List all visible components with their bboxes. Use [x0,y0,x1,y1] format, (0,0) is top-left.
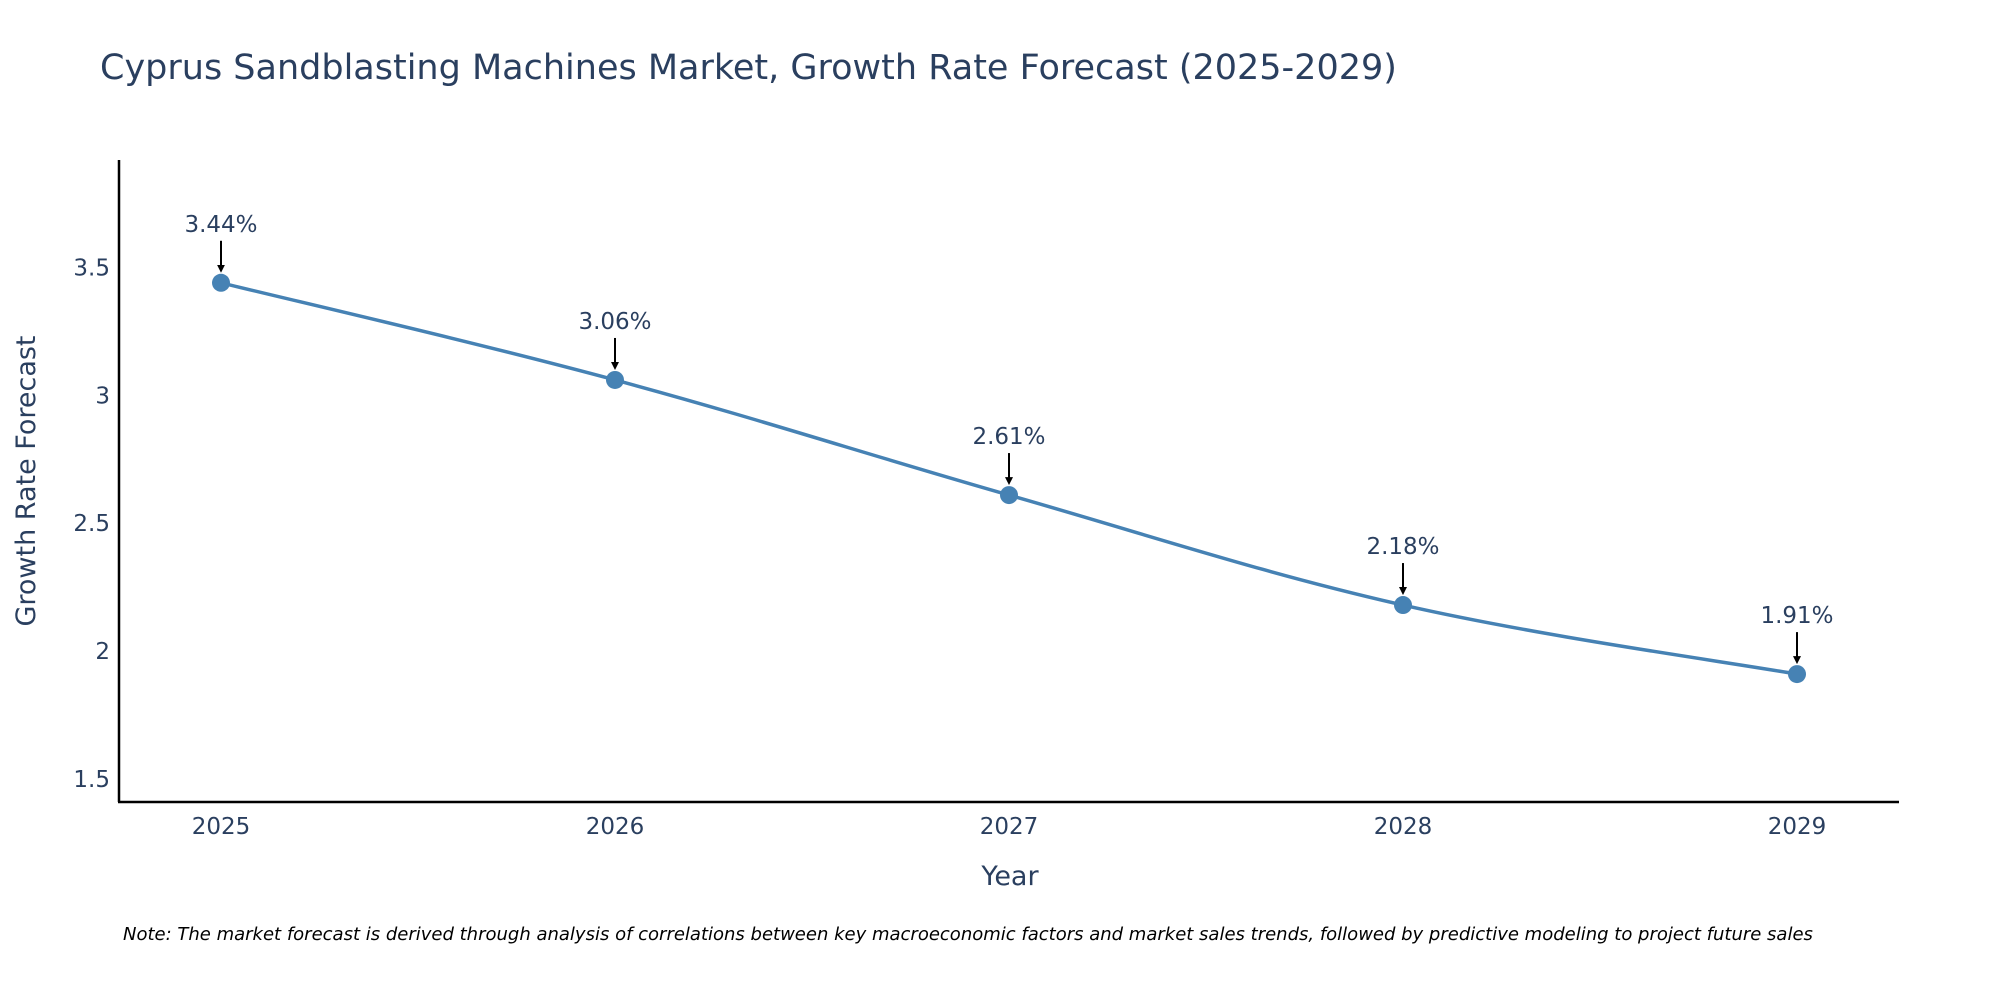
data-label-2029: 1.91% [1760,603,1833,629]
y-tick-labels: 1.5 2 2.5 3 3.5 [73,255,110,793]
y-tick-label: 3 [95,383,110,409]
data-points [212,273,1806,684]
data-label-2025: 3.44% [184,212,257,238]
x-tick-label: 2026 [586,814,645,840]
y-tick-label: 1.5 [73,767,110,793]
x-tick-labels: 2025 2026 2027 2028 2029 [192,814,1827,840]
data-label-2026: 3.06% [578,309,651,335]
chart-title: Cyprus Sandblasting Machines Market, Gro… [100,48,1397,88]
data-point-2029 [1788,665,1806,684]
x-tick-label: 2029 [1768,814,1827,840]
y-axis-title: Growth Rate Forecast [11,335,42,626]
y-tick-label: 3.5 [73,255,110,281]
data-label-2027: 2.61% [972,424,1045,450]
x-axis-title: Year [980,861,1039,892]
data-point-2025 [212,273,230,292]
y-tick-label: 2.5 [73,511,110,537]
x-tick-label: 2027 [980,814,1039,840]
x-tick-label: 2025 [192,814,251,840]
data-point-2028 [1394,596,1412,615]
data-point-2027 [1000,486,1018,505]
footnote: Note: The market forecast is derived thr… [123,924,1813,945]
y-tick-label: 2 [95,639,110,665]
data-label-2028: 2.18% [1366,534,1439,560]
data-point-2026 [606,370,624,389]
data-annotations: 3.44% 3.06% 2.61% 2.18% 1.91% [184,212,1834,665]
x-tick-label: 2028 [1374,814,1433,840]
